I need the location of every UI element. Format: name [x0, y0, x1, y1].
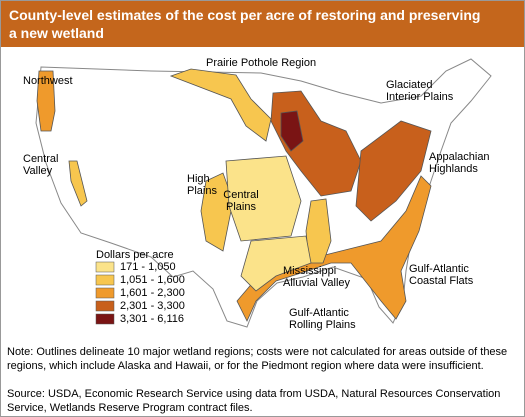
- region-label: Interior Plains: [386, 91, 454, 103]
- central-plains-region: [225, 155, 302, 242]
- central-valley-region: [68, 160, 88, 207]
- region-label: Gulf-Atlantic: [409, 263, 469, 275]
- rolling-plains-region: [240, 235, 312, 292]
- region-label: Central: [223, 189, 258, 201]
- region-label: Rolling Plains: [289, 319, 356, 331]
- legend-label: 3,301 - 6,116: [120, 313, 184, 325]
- title: County-level estimates of the cost per a…: [1, 1, 524, 47]
- legend-swatch: [95, 287, 115, 299]
- note: Note: Outlines delineate 10 major wetlan…: [7, 346, 508, 372]
- mississippi-region: [305, 198, 332, 264]
- legend-label: 1,051 - 1,600: [120, 274, 185, 286]
- region-label: Alluvial Valley: [283, 277, 351, 289]
- region-label: Plains: [187, 185, 217, 197]
- region-label: Glaciated: [386, 79, 432, 91]
- glaciated-core: [280, 110, 304, 152]
- region-label: Plains: [226, 201, 256, 213]
- legend-swatch: [95, 313, 115, 325]
- region-label: Northwest: [23, 75, 73, 87]
- legend-label: 1,601 - 2,300: [120, 287, 185, 299]
- region-label: Appalachian: [429, 151, 490, 163]
- appalachian-region: [355, 120, 432, 222]
- legend-swatch: [95, 274, 115, 286]
- title-line: County-level estimates of the cost per a…: [9, 7, 481, 23]
- region-label: Prairie Pothole Region: [206, 57, 316, 69]
- legend-title: Dollars per acre: [96, 249, 174, 261]
- northwest-region: [36, 70, 56, 132]
- region-label: Central: [23, 153, 58, 165]
- region-label: Mississippi: [283, 265, 336, 277]
- coastal-flats-region: [236, 175, 432, 322]
- high-plains-region: [200, 172, 234, 252]
- regions: [36, 68, 432, 322]
- title-line: a new wetland: [9, 25, 104, 41]
- region-label: Highlands: [429, 163, 478, 175]
- region-label: High: [187, 173, 210, 185]
- legend-label: 2,301 - 3,300: [120, 300, 185, 312]
- region-label: Coastal Flats: [409, 275, 474, 287]
- legend-swatch: [95, 261, 115, 273]
- legend-swatch: [95, 300, 115, 312]
- region-label: Valley: [23, 165, 53, 177]
- legend-label: 171 - 1,050: [120, 261, 176, 273]
- region-label: Gulf-Atlantic: [289, 307, 349, 319]
- source: Source: USDA, Economic Research Service …: [7, 388, 501, 414]
